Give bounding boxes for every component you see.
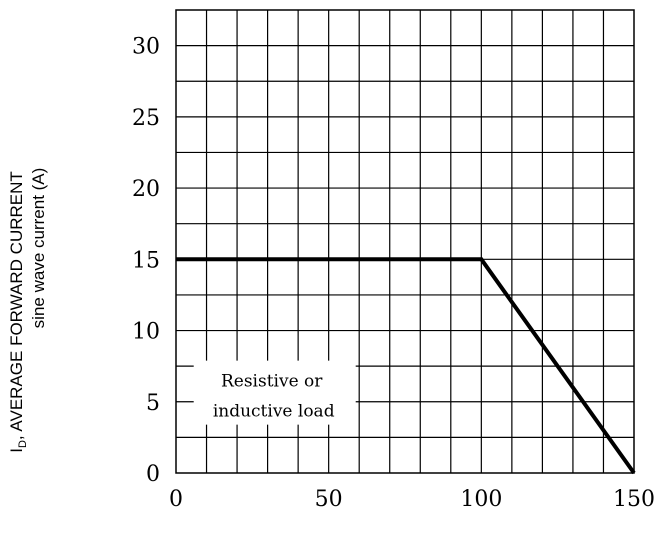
x-tick-label: 100: [460, 487, 502, 512]
x-tick-labels: 0 50 100 150: [169, 487, 655, 512]
x-tick-label: 0: [169, 487, 183, 512]
y-axis-title-line1: ID, AVERAGE FORWARD CURRENT: [7, 171, 29, 453]
y-axis-title-line2: sine wave current (A): [29, 168, 48, 329]
y-tick-labels: 0 5 10 15 20 25 30: [132, 35, 160, 487]
y-axis-title: ID, AVERAGE FORWARD CURRENT sine wave cu…: [7, 168, 48, 453]
y-axis-title-symbol: I: [7, 448, 26, 453]
series-group: [176, 257, 636, 475]
y-axis-title-subscript: D: [17, 440, 29, 448]
x-tick-label: 150: [613, 487, 655, 512]
annotation-line: inductive load: [213, 402, 335, 422]
y-axis-title-text: , AVERAGE FORWARD CURRENT: [7, 171, 26, 440]
annotation-background: [193, 360, 356, 425]
plot-frame: [175, 9, 635, 474]
y-tick-label: 20: [132, 177, 160, 202]
series-line: [176, 257, 636, 475]
y-tick-label: 15: [132, 248, 160, 273]
y-tick-label: 30: [132, 35, 160, 60]
x-tick-label: 50: [315, 487, 343, 512]
annotation-box: Resistive or inductive load: [193, 360, 356, 425]
y-tick-label: 10: [132, 320, 160, 345]
annotation-line: Resistive or: [221, 372, 323, 392]
y-tick-label: 5: [146, 391, 160, 416]
grid: [176, 10, 634, 473]
y-tick-label: 25: [132, 106, 160, 131]
y-tick-label: 0: [146, 462, 160, 487]
